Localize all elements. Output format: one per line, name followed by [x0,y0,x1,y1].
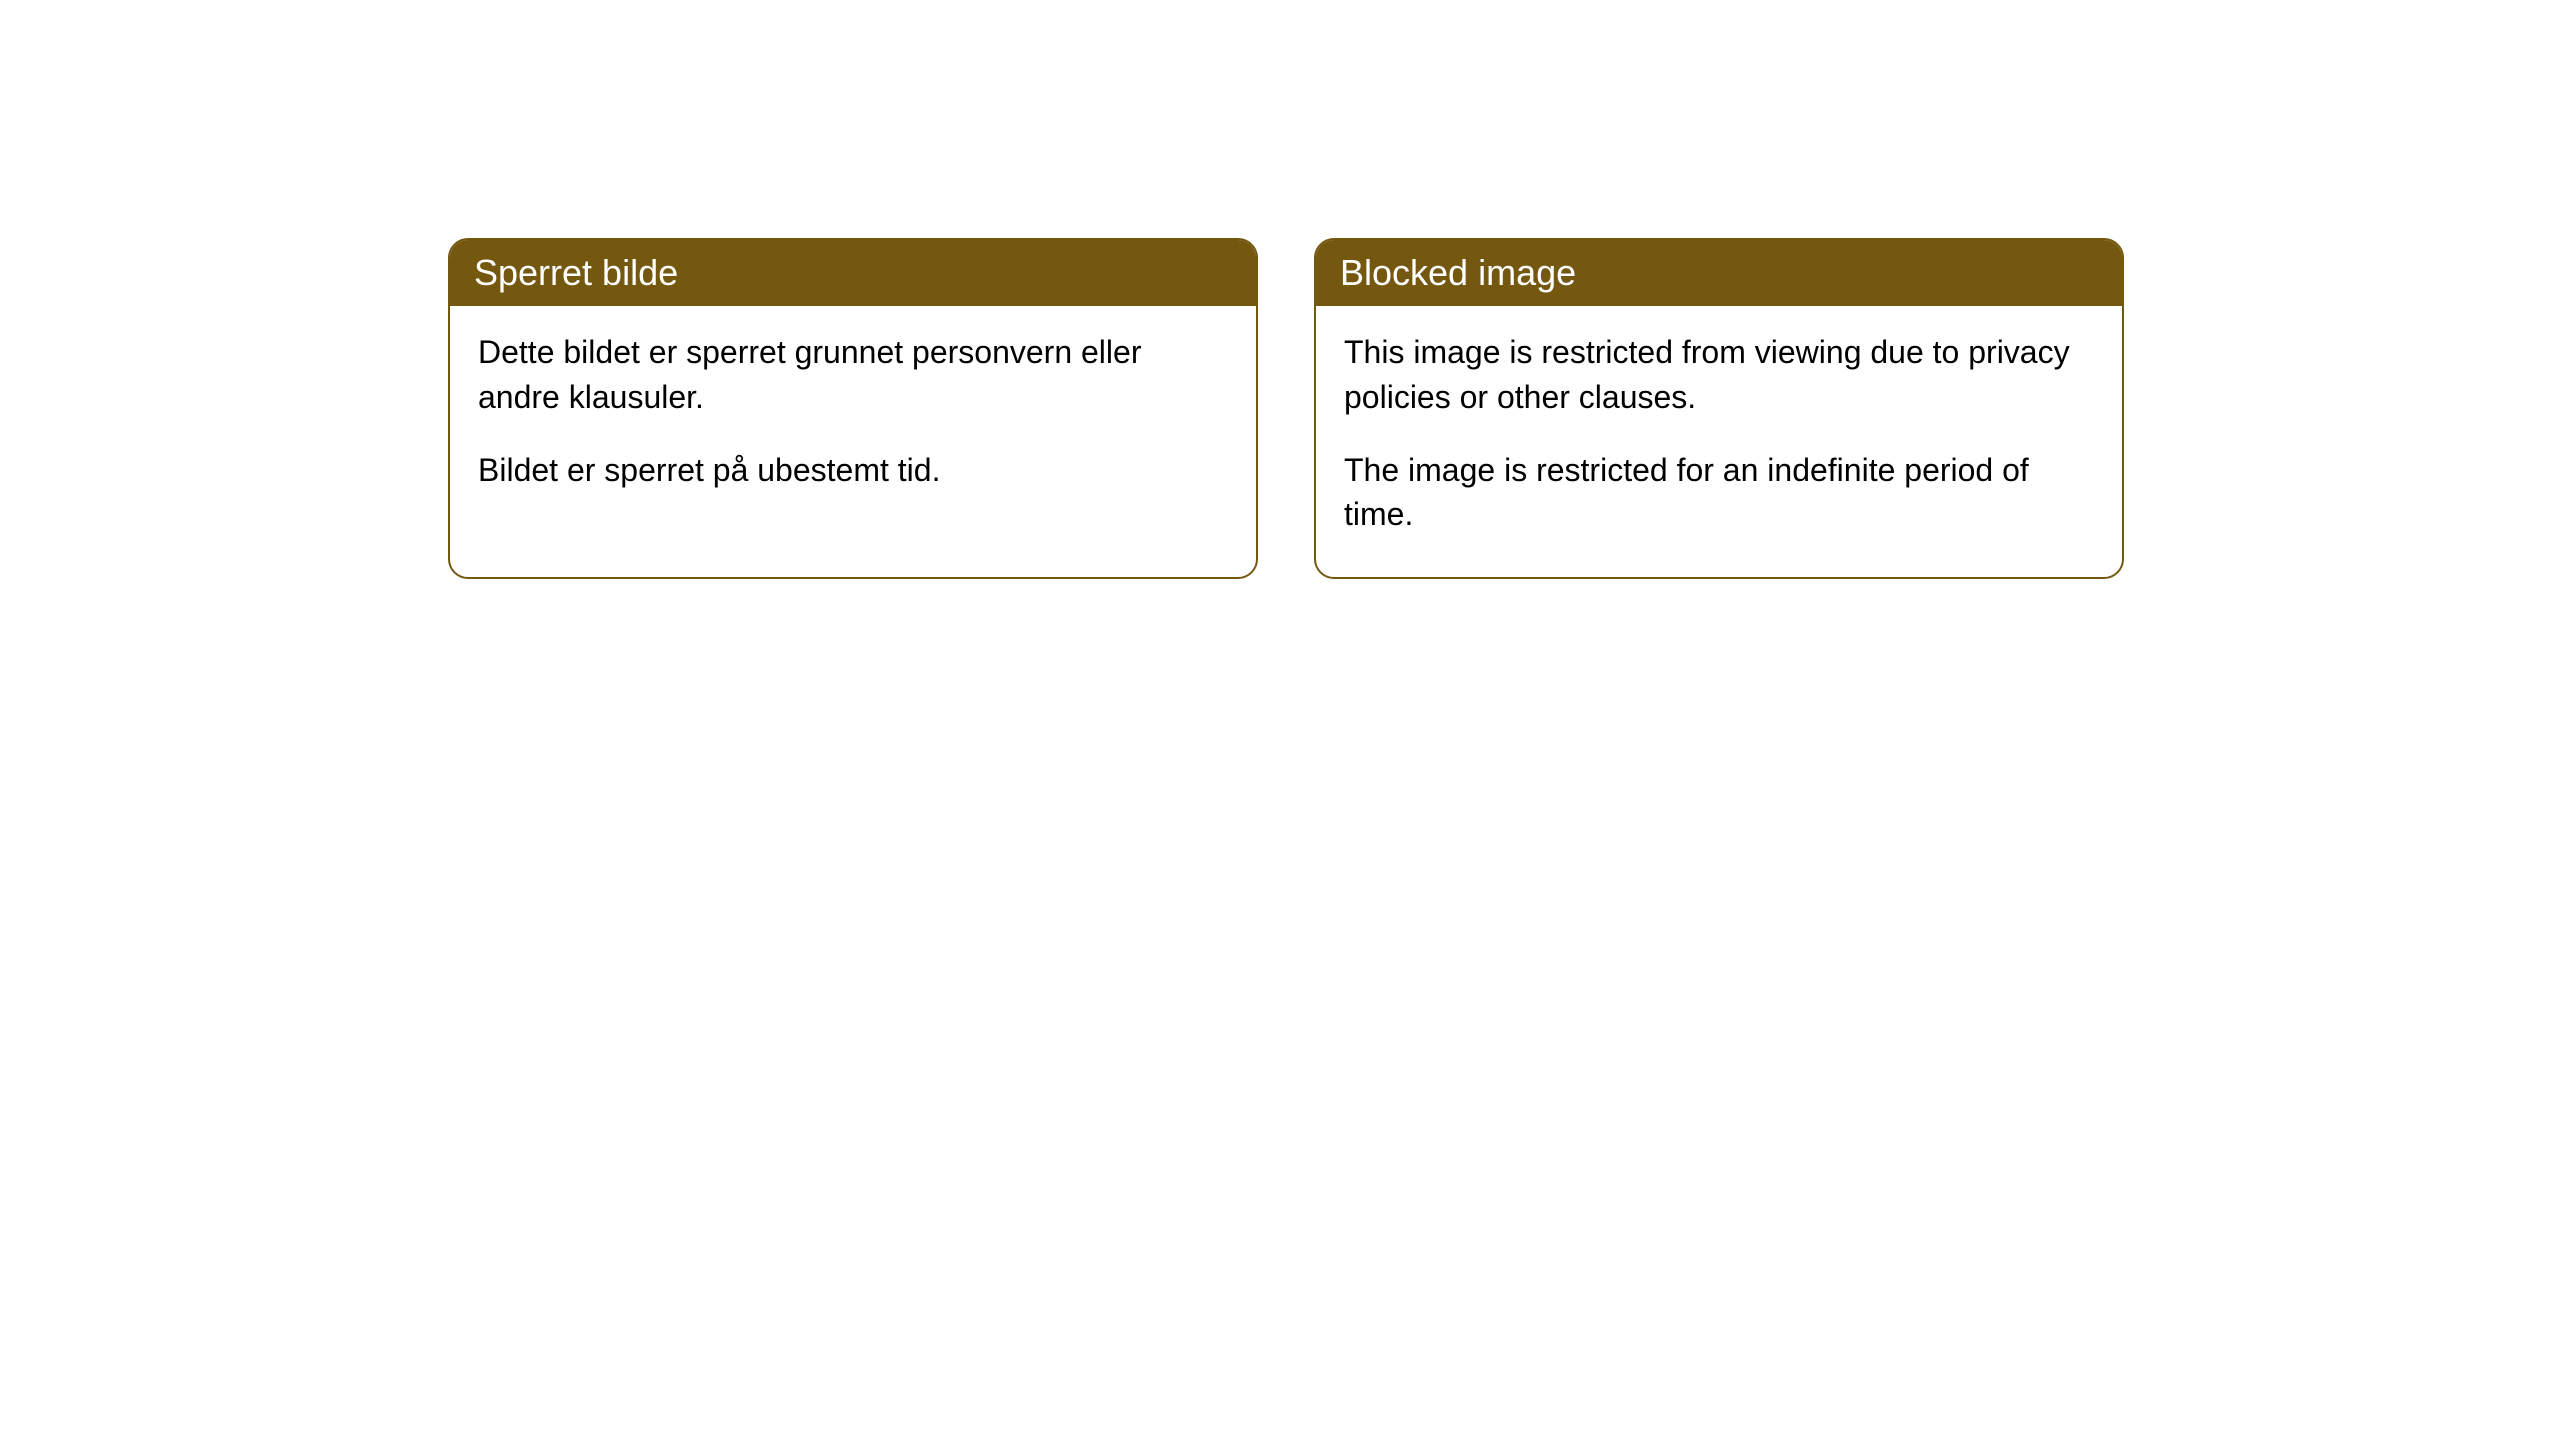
card-body: Dette bildet er sperret grunnet personve… [450,306,1256,532]
card-paragraph: The image is restricted for an indefinit… [1344,448,2094,538]
card-paragraph: Dette bildet er sperret grunnet personve… [478,330,1228,420]
card-paragraph: This image is restricted from viewing du… [1344,330,2094,420]
card-title: Sperret bilde [474,252,678,293]
card-body: This image is restricted from viewing du… [1316,306,2122,577]
card-header: Blocked image [1316,240,2122,306]
blocked-image-card-english: Blocked image This image is restricted f… [1314,238,2124,579]
blocked-image-card-norwegian: Sperret bilde Dette bildet er sperret gr… [448,238,1258,579]
card-paragraph: Bildet er sperret på ubestemt tid. [478,448,1228,493]
card-title: Blocked image [1340,252,1576,293]
card-header: Sperret bilde [450,240,1256,306]
cards-container: Sperret bilde Dette bildet er sperret gr… [448,238,2124,579]
